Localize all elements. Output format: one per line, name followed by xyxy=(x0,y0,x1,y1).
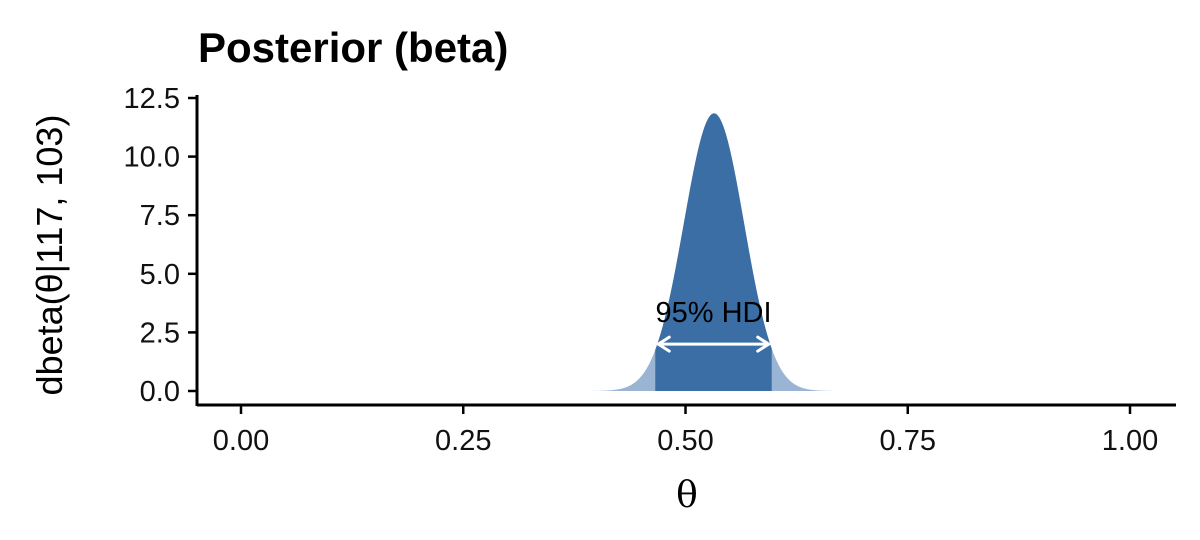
y-tick-label: 5.0 xyxy=(140,259,180,291)
x-tick-label: 0.25 xyxy=(435,425,491,457)
y-axis-title: dbeta(θ|117, 103) xyxy=(29,115,70,396)
y-tick-label: 12.5 xyxy=(124,83,180,115)
y-tick-label: 0.0 xyxy=(140,376,180,408)
x-tick-label: 0.50 xyxy=(657,425,713,457)
y-tick-label: 10.0 xyxy=(124,142,180,174)
hdi-arrow xyxy=(655,335,772,353)
x-tick-label: 0.00 xyxy=(213,425,269,457)
hdi-arrow-left-head xyxy=(655,335,671,353)
hdi-arrow-right-head xyxy=(756,335,772,353)
hdi-label: 95% HDI xyxy=(655,297,771,329)
x-axis-title: θ xyxy=(676,475,698,516)
y-tick-label: 2.5 xyxy=(140,317,180,349)
y-axis-ticks: 0.0 2.5 5.0 7.5 10.0 12.5 xyxy=(124,83,197,408)
x-axis-ticks: 0.00 0.25 0.50 0.75 1.00 xyxy=(213,405,1158,457)
y-tick-label: 7.5 xyxy=(140,200,180,232)
x-tick-label: 1.00 xyxy=(1102,425,1158,457)
x-tick-label: 0.75 xyxy=(880,425,936,457)
density-hdi-area xyxy=(655,113,772,391)
plot-area: 95% HDI xyxy=(587,113,846,391)
chart-title: Posterior (beta) xyxy=(198,24,508,71)
